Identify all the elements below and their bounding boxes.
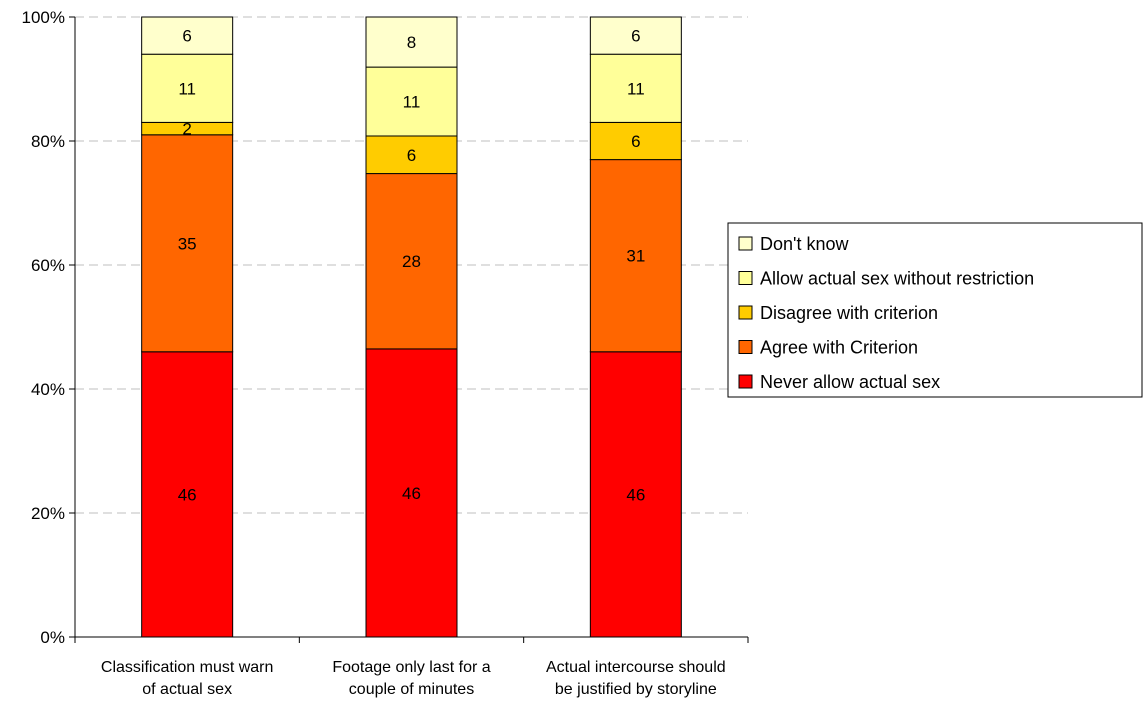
bar-segment [365,66,458,137]
bar-segment [141,53,234,123]
bar-segment [365,173,458,350]
legend-entry: Never allow actual sex [760,372,940,392]
y-tick-label: 20% [31,504,65,523]
x-tick-label-line: Footage only last for a [332,659,490,676]
y-tick-label: 0% [40,628,65,647]
x-tick-label: Classification must warn of actual sex [101,659,274,698]
data-label: 2 [182,120,191,139]
data-label: 31 [626,247,645,266]
bar-segment [365,16,458,68]
x-tick-label: Actual intercourse should be justified by… [546,659,726,698]
legend-swatch [738,340,753,354]
bar-segment [589,159,682,353]
x-tick-label: Footage only last for a couple of minutes [332,659,490,698]
legend-entry: Don't know [760,234,849,254]
data-label: 28 [402,252,421,271]
legend-swatch [738,374,753,389]
legend-entry: Disagree with criterion [760,303,938,323]
data-label: 46 [402,484,421,503]
bar-segment [589,121,682,161]
bar-segment [589,351,682,638]
data-label: 6 [407,146,416,165]
data-label: 11 [627,79,645,98]
data-label: 6 [631,132,640,151]
data-label: 6 [631,27,640,46]
legend: Don't know Allow actual sex without restr… [727,222,1143,398]
legend-entry: Agree with Criterion [760,338,918,358]
bar-segment [141,16,234,55]
data-label: 35 [178,234,197,253]
bar-segment [365,135,458,175]
legend-swatch [738,305,753,320]
data-label: 6 [182,27,191,46]
x-tick-label-line: Classification must warn [101,659,274,676]
x-tick-label-line: couple of minutes [349,681,474,698]
data-label: 46 [178,485,197,504]
data-label: 46 [626,485,645,504]
x-tick-label-line: Actual intercourse should [546,659,726,676]
legend-box [727,222,1143,398]
data-label: 8 [407,33,416,52]
y-tick-label: 40% [31,380,65,399]
legend-swatch [738,236,753,251]
bar-segment [141,134,234,353]
y-tick-label: 100% [22,8,65,27]
x-tick-label-line: be justified by storyline [555,681,717,698]
data-label: 11 [178,79,196,98]
bar-segment [141,351,234,638]
x-tick-label-line: of actual sex [142,681,232,698]
y-tick-label: 60% [31,256,65,275]
data-label: 11 [403,93,421,112]
legend-entry: Allow actual sex without restriction [760,269,1034,289]
y-tick-label: 80% [31,132,65,151]
legend-swatch [738,271,753,285]
bar-segment [589,16,682,55]
bar-segment [365,348,458,638]
